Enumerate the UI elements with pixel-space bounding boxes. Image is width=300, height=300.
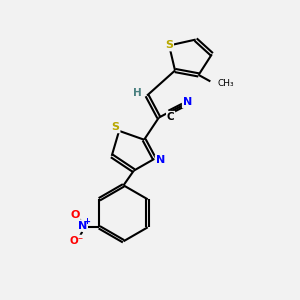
Text: N: N — [183, 97, 192, 107]
Text: N: N — [156, 155, 165, 165]
Text: C: C — [167, 112, 174, 122]
Text: S: S — [112, 122, 119, 132]
Text: O⁻: O⁻ — [69, 236, 83, 245]
Text: CH₃: CH₃ — [218, 79, 234, 88]
Text: H: H — [133, 88, 142, 98]
Text: O: O — [70, 210, 80, 220]
Text: +: + — [83, 217, 90, 226]
Text: N: N — [78, 221, 87, 231]
Text: S: S — [165, 40, 173, 50]
